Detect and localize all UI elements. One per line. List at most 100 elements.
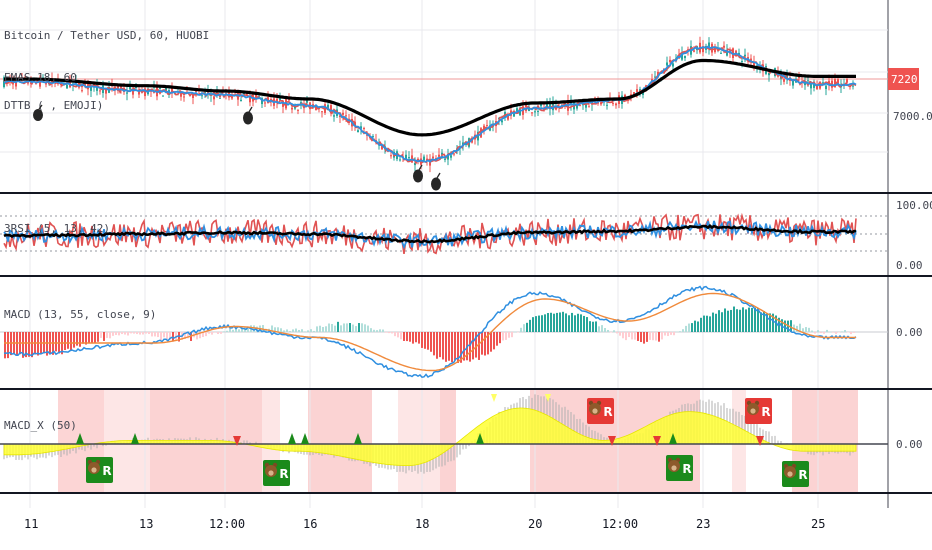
macd-histogram-bar xyxy=(16,332,18,356)
macd-histogram-bar xyxy=(400,332,402,340)
candle-body xyxy=(636,89,638,93)
candle-body xyxy=(249,95,251,103)
macd-histogram-bar xyxy=(481,332,483,355)
candle-body xyxy=(276,98,278,103)
time-label: 12:00 xyxy=(209,517,245,531)
macd-histogram-bar xyxy=(460,332,462,363)
marker-letter: R xyxy=(761,405,770,419)
macd-histogram-bar xyxy=(430,332,432,352)
dttb-legend: DTTB ( , EMOJI) xyxy=(4,99,103,112)
signal-band xyxy=(308,390,372,492)
candle-body xyxy=(297,109,299,111)
macd-histogram-bar xyxy=(370,328,372,332)
bear-triangle-marker xyxy=(608,436,616,446)
macd-histogram-bar xyxy=(508,332,510,338)
macd-histogram-bar xyxy=(766,313,768,332)
candle-body xyxy=(672,63,674,67)
bear-icon xyxy=(588,400,602,415)
ema-legend: EMAS 18, 60 xyxy=(4,71,77,84)
macd-histogram-bar xyxy=(76,332,78,346)
candle-body xyxy=(99,90,101,92)
candle-body xyxy=(288,99,290,101)
macd-histogram-bar xyxy=(4,332,6,359)
macdx-pane-title: MACD_X (50) xyxy=(4,419,77,432)
candle-body xyxy=(453,153,455,155)
macd-histogram-bar xyxy=(487,332,489,355)
macd-histogram-bar xyxy=(595,321,597,332)
candle-body xyxy=(231,96,233,99)
rsi-slow-line xyxy=(3,224,857,244)
macd-histogram-bar xyxy=(583,315,585,332)
macd-histogram-bar xyxy=(820,332,822,334)
candle-body xyxy=(813,81,815,88)
macd-histogram-bar xyxy=(109,332,111,339)
last-price-value: 7220.14 xyxy=(891,73,932,86)
macd-histogram-bar xyxy=(331,323,333,332)
macd-histogram-bar xyxy=(247,328,249,332)
bull-badge: R xyxy=(263,460,290,486)
candle-body xyxy=(423,156,425,161)
candle-body xyxy=(363,128,365,130)
candle-body xyxy=(702,46,704,53)
candle-body xyxy=(768,72,770,76)
macd-histogram-bar xyxy=(643,332,645,344)
macd-histogram-bar xyxy=(817,330,819,332)
candle-body xyxy=(741,61,743,63)
bull-triangle-marker xyxy=(476,433,484,444)
macd-histogram-bar xyxy=(328,323,330,332)
candle-body xyxy=(729,52,731,54)
macd-histogram-bar xyxy=(757,308,759,332)
macd-pane xyxy=(3,285,857,379)
macd-histogram-bar xyxy=(670,332,672,335)
macd-pane-title: MACD (13, 55, close, 9) xyxy=(4,308,156,321)
macd-histogram-bar xyxy=(556,312,558,332)
macd-histogram-bar xyxy=(385,332,387,333)
macd-histogram-bar xyxy=(499,332,501,344)
macd-histogram-bar xyxy=(637,332,639,341)
candle-body xyxy=(45,83,47,85)
macd-histogram-bar xyxy=(469,332,471,362)
candle-body xyxy=(90,86,92,91)
candle-body xyxy=(81,90,83,92)
bull-triangle-marker xyxy=(76,433,84,444)
ema-mid-line xyxy=(3,45,857,163)
macd-histogram-bar xyxy=(769,313,771,332)
macd-histogram-bar xyxy=(712,312,714,332)
macd-histogram-bar xyxy=(571,312,573,332)
macd-histogram-bar xyxy=(91,332,93,344)
macd-histogram-bar xyxy=(667,332,669,337)
macd-histogram-bar xyxy=(640,332,642,343)
candle-body xyxy=(438,154,440,157)
macd-histogram-bar xyxy=(7,332,9,359)
candle-body xyxy=(138,91,140,95)
time-axis[interactable]: 11 13 12:00 16 18 20 12:00 23 25 xyxy=(24,517,825,531)
candle-body xyxy=(546,103,548,108)
macd-histogram-bar xyxy=(439,332,441,358)
candle-body xyxy=(183,96,185,98)
bull-triangle-marker xyxy=(669,433,677,444)
macd-histogram-bar xyxy=(553,313,555,332)
macd-histogram-bar xyxy=(718,310,720,332)
candle-body xyxy=(600,102,602,105)
macd-histogram-bar xyxy=(688,323,690,332)
bomb-icon xyxy=(413,164,423,183)
macd-histogram-bar xyxy=(205,332,207,337)
macd-histogram-bar xyxy=(547,313,549,332)
candle-body xyxy=(171,86,173,93)
bear-triangle-marker xyxy=(233,436,241,446)
macd-histogram-bar xyxy=(484,332,486,356)
candle-body xyxy=(315,106,317,111)
macd-histogram-bar xyxy=(22,332,24,358)
macd-histogram-bar xyxy=(613,330,615,332)
macd-histogram-bar xyxy=(118,332,120,336)
candle-body xyxy=(381,144,383,150)
candle-body xyxy=(444,158,446,160)
rsi-pane xyxy=(3,212,857,255)
macd-histogram-bar xyxy=(604,328,606,332)
macd-histogram-bar xyxy=(784,320,786,332)
macd-histogram-bar xyxy=(733,306,735,332)
candle-body xyxy=(306,100,308,103)
candle-body xyxy=(15,79,17,87)
macd-histogram-bar xyxy=(631,332,633,340)
